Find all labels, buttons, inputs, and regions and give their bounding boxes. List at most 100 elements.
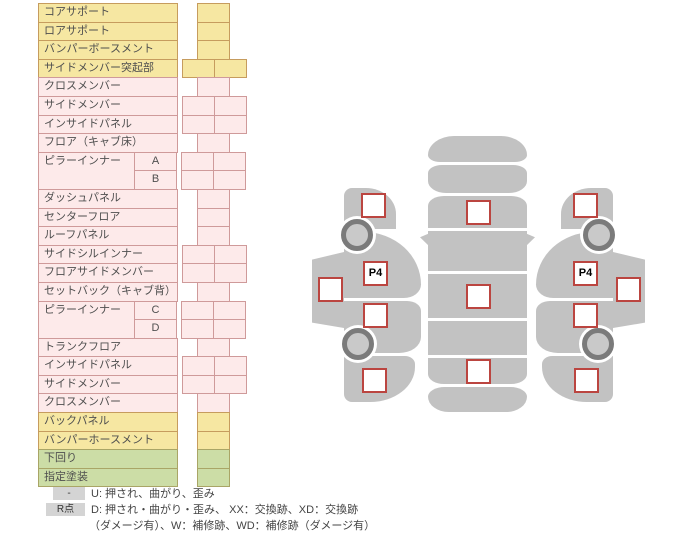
legend-key-minus: -	[53, 487, 85, 500]
grade-cell[interactable]	[197, 467, 230, 488]
grade-cell[interactable]	[213, 301, 245, 320]
grade-cell[interactable]	[214, 115, 246, 134]
top-view-rear-bumper	[428, 387, 527, 412]
grade-cell[interactable]	[213, 171, 245, 189]
grade-cell[interactable]	[214, 357, 246, 375]
part-label: セットバック（キャブ背）	[38, 281, 178, 302]
grade-cell-pair	[182, 263, 247, 283]
top-view-hood	[428, 165, 527, 193]
checklist-subrow: B	[134, 170, 246, 190]
grade-cell[interactable]	[214, 375, 246, 394]
legend-key-rpoint: R点	[46, 503, 85, 516]
damage-marker-p4[interactable]: P4	[573, 261, 598, 286]
grade-cell[interactable]	[214, 59, 246, 78]
grade-cell[interactable]	[182, 171, 213, 189]
grade-cell-pair	[182, 58, 247, 79]
grade-cell[interactable]	[197, 3, 230, 23]
grade-cell[interactable]	[197, 77, 230, 97]
grade-cell-pair	[182, 356, 247, 376]
grade-cell[interactable]	[182, 302, 213, 320]
grade-cell[interactable]	[183, 60, 214, 78]
checklist-row: クロスメンバー	[38, 393, 247, 414]
grade-cell[interactable]	[197, 449, 230, 469]
grade-cell[interactable]	[183, 116, 214, 134]
part-sublabel: D	[134, 319, 177, 339]
part-label: クロスメンバー	[38, 77, 178, 97]
checklist-row: サイドメンバー	[38, 374, 247, 395]
grade-cell[interactable]	[183, 264, 214, 282]
part-label: フロア（キャブ床）	[38, 133, 178, 153]
damage-legend: - U: 押され、曲がり、歪み R点 D: 押され・曲がり・歪み、 XX：交換跡…	[38, 487, 458, 535]
checklist-row: バンパーボースメント	[38, 40, 247, 60]
grade-cell[interactable]	[183, 246, 214, 264]
grade-cell[interactable]	[197, 430, 230, 451]
right-front-wheel-icon	[583, 219, 615, 251]
checklist-row: サイドメンバー	[38, 95, 247, 116]
part-sublabel: B	[134, 170, 177, 190]
checklist-row: センターフロア	[38, 207, 247, 228]
damage-marker[interactable]	[466, 359, 491, 384]
grade-cell[interactable]	[183, 376, 214, 394]
checklist-row-group: ピラーインナー A B	[38, 151, 247, 190]
damage-marker[interactable]	[318, 277, 343, 302]
damage-marker[interactable]	[362, 368, 387, 393]
grade-cell[interactable]	[213, 320, 245, 338]
part-label: センターフロア	[38, 207, 178, 228]
checklist-subrow: C	[134, 300, 246, 321]
checklist-subrow: D	[134, 319, 246, 339]
grade-cell[interactable]	[197, 412, 230, 432]
grade-cell[interactable]	[197, 40, 230, 60]
part-label: ピラーインナー	[38, 300, 135, 339]
part-label: 指定塗装	[38, 467, 178, 488]
grade-cell[interactable]	[214, 245, 246, 264]
damage-marker[interactable]	[363, 303, 388, 328]
grade-cell[interactable]	[213, 152, 245, 171]
grade-cell[interactable]	[214, 264, 246, 282]
left-rear-wheel-icon	[342, 328, 374, 360]
damage-marker[interactable]	[573, 303, 598, 328]
damage-marker[interactable]	[466, 200, 491, 225]
grade-cell-pair	[182, 244, 247, 265]
damage-marker[interactable]	[574, 368, 599, 393]
part-label: フロアサイドメンバー	[38, 263, 178, 283]
grade-cell[interactable]	[183, 97, 214, 115]
checklist-row: バンパーホースメント	[38, 430, 247, 451]
part-label: サイドシルインナー	[38, 244, 178, 265]
checklist-row: コアサポート	[38, 3, 247, 23]
checklist-row: トランクフロア	[38, 337, 247, 358]
grade-cell[interactable]	[197, 337, 230, 358]
part-label: ダッシュパネル	[38, 188, 178, 209]
damage-marker[interactable]	[616, 277, 641, 302]
damage-marker[interactable]	[466, 284, 491, 309]
grade-cell-pair	[182, 374, 247, 395]
part-label: バンパーボースメント	[38, 40, 178, 60]
checklist-row: サイドメンバー突起部	[38, 58, 247, 79]
damage-marker[interactable]	[361, 193, 386, 218]
damage-marker-p4[interactable]: P4	[363, 261, 388, 286]
part-label: クロスメンバー	[38, 393, 178, 414]
grade-cell[interactable]	[197, 188, 230, 209]
grade-cell-pair	[181, 300, 246, 321]
left-front-wheel-icon	[341, 219, 373, 251]
grade-cell[interactable]	[197, 226, 230, 246]
part-label: インサイドパネル	[38, 114, 178, 135]
checklist-row-group: ピラーインナー C D	[38, 300, 247, 339]
grade-cell[interactable]	[182, 320, 213, 338]
legend-text-d-cont: （ダメージ有）、W：補修跡、WD：補修跡（ダメージ有）	[89, 520, 376, 532]
checklist-row: 指定塗装	[38, 467, 247, 488]
checklist-row: 下回り	[38, 449, 247, 469]
grade-cell[interactable]	[183, 357, 214, 375]
grade-cell[interactable]	[197, 281, 230, 302]
part-label: トランクフロア	[38, 337, 178, 358]
part-label: インサイドパネル	[38, 356, 178, 376]
grade-cell[interactable]	[197, 207, 230, 228]
top-view-front-bumper	[428, 136, 527, 162]
grade-cell[interactable]	[197, 21, 230, 42]
damage-marker[interactable]	[573, 193, 598, 218]
grade-cell[interactable]	[197, 393, 230, 414]
checklist-row: クロスメンバー	[38, 77, 247, 97]
grade-cell[interactable]	[182, 153, 213, 171]
grade-cell[interactable]	[214, 96, 246, 115]
grade-cell[interactable]	[197, 133, 230, 153]
